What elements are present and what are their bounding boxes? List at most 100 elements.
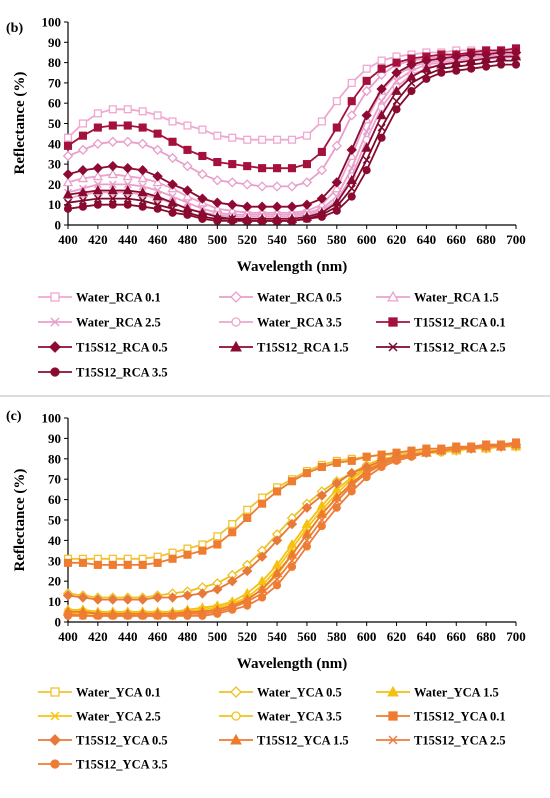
data-point (271, 181, 283, 192)
data-point (167, 179, 178, 190)
data-point (153, 111, 162, 120)
y-tick-label: 10 (48, 197, 61, 212)
data-point (182, 590, 193, 601)
panel-label: (c) (6, 409, 22, 424)
data-point (302, 160, 311, 169)
data-point (168, 137, 177, 146)
data-point (77, 172, 89, 183)
y-tick-label: 50 (48, 513, 61, 528)
x-tick-label: 680 (476, 232, 496, 247)
x-tick-label: 660 (447, 629, 467, 644)
data-point (77, 165, 89, 176)
data-point (346, 467, 357, 479)
data-point (467, 64, 476, 73)
data-point (153, 129, 162, 138)
data-point (286, 181, 298, 192)
data-point (362, 156, 371, 164)
data-point (287, 216, 297, 225)
legend-item: T15S12_YCA 0.5 (38, 734, 168, 748)
x-tick-label: 520 (237, 232, 257, 247)
data-point (213, 216, 222, 225)
data-point (92, 138, 104, 149)
data-point (228, 520, 237, 529)
data-point (93, 180, 102, 189)
series-line (67, 47, 517, 170)
data-point (153, 186, 162, 195)
data-point (92, 594, 104, 605)
data-point (331, 177, 342, 188)
legend-marker (49, 734, 61, 746)
data-point (302, 542, 311, 551)
data-point (377, 133, 386, 142)
x-tick-label: 600 (357, 629, 377, 644)
legend-marker (230, 340, 242, 352)
data-point (391, 67, 402, 78)
legend-item: T15S12_RCA 3.5 (38, 366, 168, 380)
data-point (92, 170, 104, 181)
data-point (331, 183, 342, 193)
data-point (377, 462, 386, 472)
data-point (168, 192, 177, 201)
data-point (228, 528, 237, 537)
data-point (183, 210, 192, 219)
data-point (361, 110, 372, 121)
legend-label: Water_YCA 0.1 (76, 686, 161, 700)
data-point (213, 532, 222, 541)
data-point (347, 192, 356, 201)
x-tick-label: 620 (387, 232, 407, 247)
data-point (273, 216, 282, 225)
data-point (137, 187, 148, 197)
data-point (93, 123, 102, 132)
data-point (346, 174, 357, 185)
data-point (107, 594, 118, 605)
legend-item: T15S12_YCA 0.1 (376, 710, 506, 724)
data-point (198, 151, 207, 161)
legend-item: Water_RCA 0.1 (38, 291, 161, 305)
data-point (213, 609, 222, 618)
data-point (227, 199, 238, 210)
data-point (153, 558, 162, 567)
data-point (228, 133, 237, 142)
y-tick-label: 90 (48, 35, 61, 50)
data-point (316, 165, 328, 176)
data-point (332, 97, 341, 106)
data-point (93, 611, 102, 620)
data-point (407, 78, 416, 87)
data-point (137, 172, 148, 183)
data-point (422, 74, 431, 83)
data-point (376, 109, 387, 120)
data-point (391, 85, 402, 95)
series-t15s12-yca-3-5 (63, 440, 521, 620)
data-point (347, 184, 356, 193)
data-point (153, 611, 162, 620)
data-point (197, 169, 208, 180)
data-point (78, 611, 87, 620)
y-axis-title: Reflectance (%) (12, 469, 28, 572)
legend-item: T15S12_YCA 1.5 (219, 734, 349, 748)
x-tick-label: 580 (327, 232, 347, 247)
legend-marker (49, 341, 61, 353)
legend-marker (50, 687, 60, 697)
data-point (138, 611, 147, 620)
data-point (108, 611, 117, 620)
legend-marker (388, 317, 398, 327)
legend-marker (387, 685, 399, 697)
chart-panel-c: (c) Reflectance (%) Wavelength (nm) 0 10 2… (6, 409, 526, 772)
x-tick-label: 500 (208, 232, 228, 247)
data-point (362, 166, 371, 175)
data-point (137, 165, 148, 176)
data-point (63, 133, 73, 142)
data-point (302, 469, 311, 478)
legend-label: T15S12_YCA 2.5 (414, 734, 506, 748)
data-point (108, 560, 117, 569)
data-point (243, 216, 252, 225)
legend-label: T15S12_RCA 0.5 (76, 341, 168, 355)
data-point (406, 59, 417, 70)
legend-item: T15S12_RCA 0.1 (376, 316, 506, 330)
data-point (271, 201, 283, 212)
legend-marker (50, 711, 60, 721)
y-tick-label: 50 (48, 116, 61, 131)
data-point (107, 168, 118, 179)
legend-label: T15S12_RCA 2.5 (414, 341, 506, 355)
x-tick-label: 520 (237, 629, 257, 644)
